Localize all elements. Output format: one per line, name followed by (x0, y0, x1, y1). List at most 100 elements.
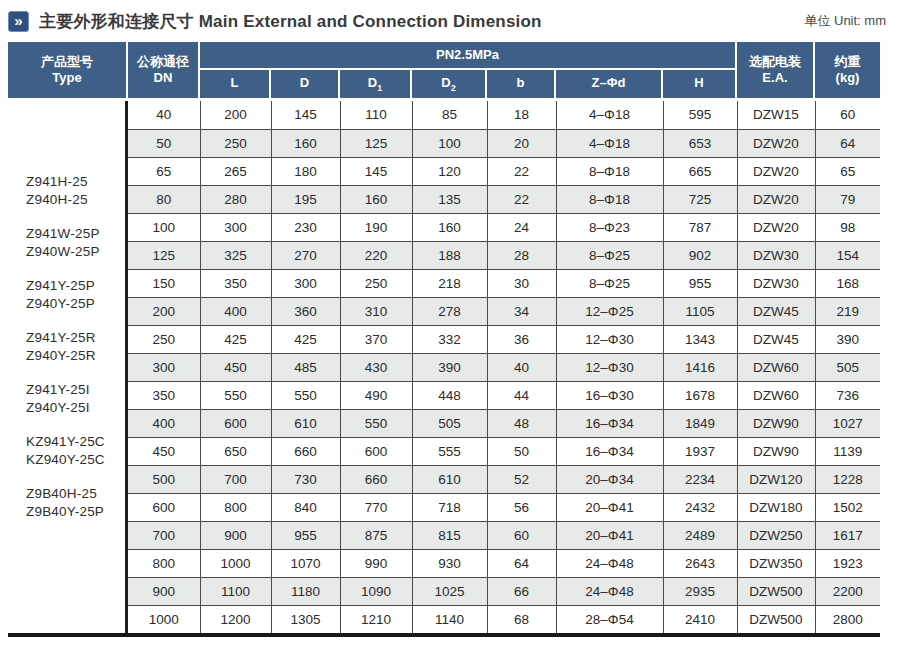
cell-dn: 1000 (128, 605, 200, 633)
cell-b: 40 (487, 353, 556, 381)
table-row: 450 650 660 600 555 50 16–Φ34 1937 DZW90… (128, 437, 880, 465)
cell-d2: 718 (412, 493, 487, 521)
cell-h: 1343 (663, 325, 737, 353)
table-row: 300 450 485 430 390 40 12–Φ30 1416 DZW60… (128, 353, 880, 381)
cell-z-phi-d: 16–Φ30 (556, 381, 663, 409)
cell-dn: 200 (128, 297, 200, 325)
header-col-zphid: Z–Φd (556, 70, 663, 98)
product-type-label: Z9B40Y-25P (26, 503, 125, 521)
cell-d2: 332 (412, 325, 487, 353)
cell-b: 22 (487, 185, 556, 213)
cell-d1: 310 (340, 297, 412, 325)
header-weight-en: (kg) (836, 70, 860, 86)
cell-dn: 300 (128, 353, 200, 381)
cell-ea: DZW500 (737, 605, 815, 633)
cell-kg: 2200 (815, 577, 880, 605)
cell-z-phi-d: 16–Φ34 (556, 437, 663, 465)
cell-b: 52 (487, 465, 556, 493)
header-col-d: D (271, 70, 340, 98)
cell-z-phi-d: 12–Φ30 (556, 325, 663, 353)
cell-kg: 1923 (815, 549, 880, 577)
cell-dn: 80 (128, 185, 200, 213)
cell-l: 250 (200, 129, 271, 157)
table-row: 600 800 840 770 718 56 20–Φ41 2432 DZW18… (128, 493, 880, 521)
cell-b: 20 (487, 129, 556, 157)
cell-ea: DZW350 (737, 549, 815, 577)
cell-d: 1180 (271, 577, 340, 605)
cell-l: 900 (200, 521, 271, 549)
cell-l: 1000 (200, 549, 271, 577)
cell-dn: 900 (128, 577, 200, 605)
cell-d2: 930 (412, 549, 487, 577)
cell-z-phi-d: 20–Φ34 (556, 465, 663, 493)
title-bar: » 主要外形和连接尺寸 Main External and Connection… (8, 6, 886, 36)
cell-b: 36 (487, 325, 556, 353)
table-row: 150 350 300 250 218 30 8–Φ25 955 DZW30 1… (128, 269, 880, 297)
product-type-label: Z941Y-25R (26, 329, 125, 347)
cell-z-phi-d: 24–Φ48 (556, 577, 663, 605)
cell-d: 1070 (271, 549, 340, 577)
catalog-page: { "page": { "chevron_icon": "\u00bb", "t… (0, 0, 900, 665)
cell-b: 60 (487, 521, 556, 549)
cell-l: 350 (200, 269, 271, 297)
cell-d1: 370 (340, 325, 412, 353)
cell-h: 787 (663, 213, 737, 241)
cell-b: 66 (487, 577, 556, 605)
cell-kg: 1139 (815, 437, 880, 465)
cell-kg: 98 (815, 213, 880, 241)
cell-d2: 610 (412, 465, 487, 493)
cell-h: 1678 (663, 381, 737, 409)
product-type-list: Z941H-25Z940H-25Z941W-25PZ940W-25PZ941Y-… (8, 101, 128, 633)
product-type-label: Z940Y-25R (26, 347, 125, 365)
dimension-table: 产品型号 Type 公称通径 DN PN2.5MPa L D D1 D2 b Z… (8, 42, 880, 637)
cell-z-phi-d: 20–Φ41 (556, 521, 663, 549)
cell-d1: 190 (340, 213, 412, 241)
cell-dn: 350 (128, 381, 200, 409)
table-row: 900 1100 1180 1090 1025 66 24–Φ48 2935 D… (128, 577, 880, 605)
cell-d: 840 (271, 493, 340, 521)
cell-d1: 250 (340, 269, 412, 297)
product-type-label: Z941W-25P (26, 225, 125, 243)
cell-d1: 430 (340, 353, 412, 381)
header-ea-en: E.A. (762, 70, 787, 86)
cell-kg: 168 (815, 269, 880, 297)
cell-h: 725 (663, 185, 737, 213)
cell-ea: DZW20 (737, 157, 815, 185)
cell-ea: DZW60 (737, 353, 815, 381)
header-col-d-label: D (300, 75, 309, 93)
cell-z-phi-d: 24–Φ48 (556, 549, 663, 577)
cell-ea: DZW250 (737, 521, 815, 549)
header-ea: 选配电装 E.A. (737, 42, 815, 98)
cell-dn: 125 (128, 241, 200, 269)
cell-dn: 450 (128, 437, 200, 465)
cell-d2: 160 (412, 213, 487, 241)
cell-h: 902 (663, 241, 737, 269)
cell-kg: 64 (815, 129, 880, 157)
cell-d2: 120 (412, 157, 487, 185)
cell-d2: 1140 (412, 605, 487, 633)
product-type-pair: Z941Y-25RZ940Y-25R (26, 329, 125, 365)
table-row: 1000 1200 1305 1210 1140 68 28–Φ54 2410 … (128, 605, 880, 633)
cell-ea: DZW20 (737, 213, 815, 241)
header-col-d2-label: D2 (441, 75, 455, 93)
cell-d: 550 (271, 381, 340, 409)
cell-b: 24 (487, 213, 556, 241)
table-row: 800 1000 1070 990 930 64 24–Φ48 2643 DZW… (128, 549, 880, 577)
product-type-label: KZ941Y-25C (26, 433, 125, 451)
header-col-d1-label: D1 (368, 75, 382, 93)
cell-d2: 815 (412, 521, 487, 549)
cell-dn: 50 (128, 129, 200, 157)
cell-l: 400 (200, 297, 271, 325)
header-col-l: L (200, 70, 271, 98)
header-type: 产品型号 Type (8, 42, 128, 98)
table-row: 500 700 730 660 610 52 20–Φ34 2234 DZW12… (128, 465, 880, 493)
cell-kg: 65 (815, 157, 880, 185)
cell-z-phi-d: 16–Φ34 (556, 409, 663, 437)
cell-h: 665 (663, 157, 737, 185)
header-col-d2: D2 (412, 70, 487, 98)
cell-d1: 1210 (340, 605, 412, 633)
cell-h: 595 (663, 101, 737, 129)
table-row: 100 300 230 190 160 24 8–Φ23 787 DZW20 9… (128, 213, 880, 241)
table-row: 200 400 360 310 278 34 12–Φ25 1105 DZW45… (128, 297, 880, 325)
cell-h: 1416 (663, 353, 737, 381)
